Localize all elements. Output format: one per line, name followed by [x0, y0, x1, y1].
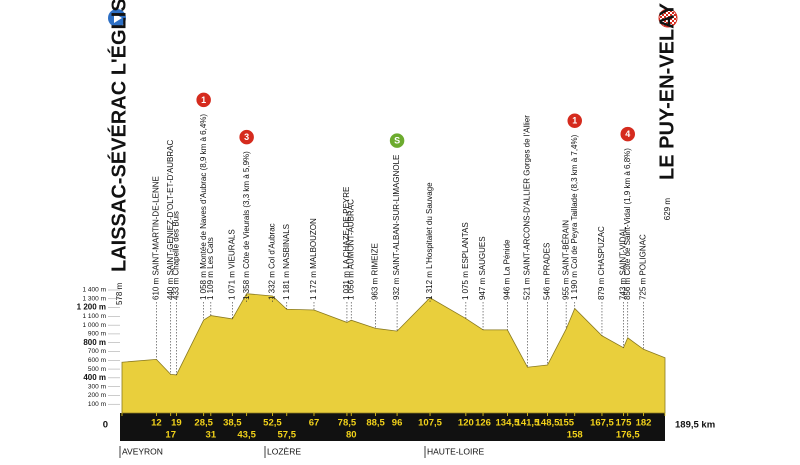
waypoint-label: 725 m POLIGNAC — [639, 234, 648, 300]
waypoint-label: 946 m La Pénide — [503, 239, 512, 300]
x-tick-label: 167,5 — [590, 418, 614, 429]
x-tick-label: 158 — [567, 430, 583, 441]
y-tick-label: 600 m — [88, 357, 106, 364]
finish-icon — [658, 8, 678, 28]
x-tick-label: 148,5 — [536, 418, 560, 429]
x-tick-label: 182 — [636, 418, 652, 429]
y-tick-label: 900 m — [88, 331, 106, 338]
waypoint-label: 932 m SAINT-ALBAN-SUR-LIMAGNOLE — [392, 155, 401, 300]
waypoint-label: 1 332 m Col d'Aubrac — [268, 223, 277, 300]
x-tick-label: 0 — [103, 420, 108, 431]
x-tick-label: 107,5 — [418, 418, 442, 429]
km-band — [120, 413, 665, 441]
climb-badge-label: S — [394, 136, 400, 146]
waypoint-label: 521 m SAINT-ARCONS-D'ALLIER Gorges de l'… — [523, 115, 532, 300]
region-label: HAUTE-LOIRE — [427, 446, 484, 456]
x-tick-label: 120 — [458, 418, 474, 429]
y-tick-label: 1 000 m — [83, 322, 107, 329]
x-tick-label: 17 — [165, 430, 176, 441]
y-tick-label: 300 m — [88, 383, 106, 390]
x-tick-label: 52,5 — [263, 418, 282, 429]
y-tick-label: 100 m — [88, 401, 106, 408]
y-tick-label: 1 300 m — [83, 296, 107, 303]
x-tick-label: 43,5 — [237, 430, 256, 441]
y-tick-label: 800 m — [83, 338, 106, 347]
waypoint-label: 433 m Chapelle des Buis — [172, 211, 181, 300]
finish-altitude: 629 m — [663, 198, 672, 221]
start-icon — [108, 9, 126, 27]
x-tick-label: 80 — [346, 430, 357, 441]
x-tick-label: 175 — [616, 418, 633, 429]
y-tick-label: 200 m — [88, 392, 106, 399]
waypoint-label: 1 358 m Côte de Vieurals (3,3 km à 5,9%) — [242, 151, 251, 300]
x-tick-label: 78,5 — [338, 418, 357, 429]
finish-name: LE PUY-EN-VELAY — [656, 2, 678, 180]
x-tick-label: 67 — [309, 418, 320, 429]
climb-badge-label: 1 — [201, 95, 206, 105]
waypoint-label: 955 m SAINT-BÉRAIN — [561, 220, 570, 300]
waypoint-label: 1 031 m LA CHAZE-DE-PEYRE — [342, 187, 351, 300]
x-tick-label: 126 — [475, 418, 491, 429]
x-tick-label: 28,5 — [194, 418, 213, 429]
climb-badge — [237, 128, 256, 146]
climb-badge — [565, 111, 584, 130]
y-tick-label: 1 200 m — [77, 303, 106, 312]
climb-badge-label: 4 — [625, 129, 630, 139]
waypoint-label: 1 075 m ESPLANTAS — [461, 222, 470, 300]
x-tick-label: 57,5 — [278, 430, 297, 441]
climb-badge-label: 1 — [572, 116, 577, 126]
waypoint-label: 947 m SAUGUES — [478, 236, 487, 300]
x-tick-label: 189,5 km — [675, 420, 715, 431]
waypoint-label: 1 181 m NASBINALS — [282, 224, 291, 300]
x-tick-label: 96 — [392, 418, 403, 429]
waypoint-label: 440 m SAINT-GENIEZ-D'OLT-ET-D'AUBRAC — [166, 140, 175, 300]
waypoint-label: 1 056 m AUMONT-AUBRAC — [346, 199, 355, 300]
waypoint-label: 1 190 m Col de Peyra Taillade (8,3 km à … — [570, 134, 579, 300]
waypoint-label: 1 058 m Montée de Naves d'Aubrac (8,9 km… — [199, 114, 208, 300]
waypoint-label: 963 m RIMEIZE — [371, 243, 380, 300]
waypoint-label: 879 m CHASPUZAC — [597, 226, 606, 300]
start-name: LAISSAC-SÉVÉRAC L'ÉGLISE — [107, 0, 130, 272]
waypoint-label: 1 071 m VIEURALS — [227, 229, 236, 300]
profile-area — [121, 293, 666, 414]
y-tick-label: 700 m — [88, 348, 106, 355]
climb-badge — [618, 125, 637, 143]
climb-badge — [388, 131, 406, 150]
start-altitude: 578 m — [115, 282, 124, 305]
x-tick-label: 141,5 — [516, 418, 540, 429]
y-tick-label: 500 m — [88, 366, 106, 373]
y-tick-label: 1 400 m — [83, 287, 107, 294]
x-tick-label: 31 — [206, 430, 217, 441]
x-tick-label: 176,5 — [616, 430, 640, 441]
climb-badge-label: 3 — [244, 132, 249, 142]
region-label: AVEYRON — [122, 446, 163, 456]
waypoint-label: 743 m SAINT-VIDAL — [619, 226, 628, 300]
waypoint-label: 610 m SAINT-MARTIN-DE-LENNE — [151, 176, 160, 300]
region-label: LOZÈRE — [267, 446, 301, 456]
waypoint-label: 546 m PRADES — [543, 243, 552, 300]
x-tick-label: 155 — [558, 418, 575, 429]
x-tick-label: 38,5 — [223, 418, 242, 429]
waypoint-label: 856 m Côte de Saint-Vidal (1,9 km à 6,8%… — [623, 148, 632, 300]
x-tick-label: 19 — [171, 418, 182, 429]
x-tick-label: 134,5 — [496, 418, 520, 429]
x-tick-label: 12 — [151, 418, 162, 429]
x-tick-label: 88,5 — [366, 418, 385, 429]
waypoint-label: 1 109 m Les Cats — [206, 237, 215, 300]
y-tick-label: 1 100 m — [83, 313, 107, 320]
climb-badge — [194, 91, 213, 109]
waypoint-label: 1 312 m L'Hospitalet du Sauvage — [425, 182, 434, 300]
y-tick-label: 400 m — [83, 373, 106, 382]
waypoint-label: 1 172 m MALBOUZON — [309, 218, 318, 300]
